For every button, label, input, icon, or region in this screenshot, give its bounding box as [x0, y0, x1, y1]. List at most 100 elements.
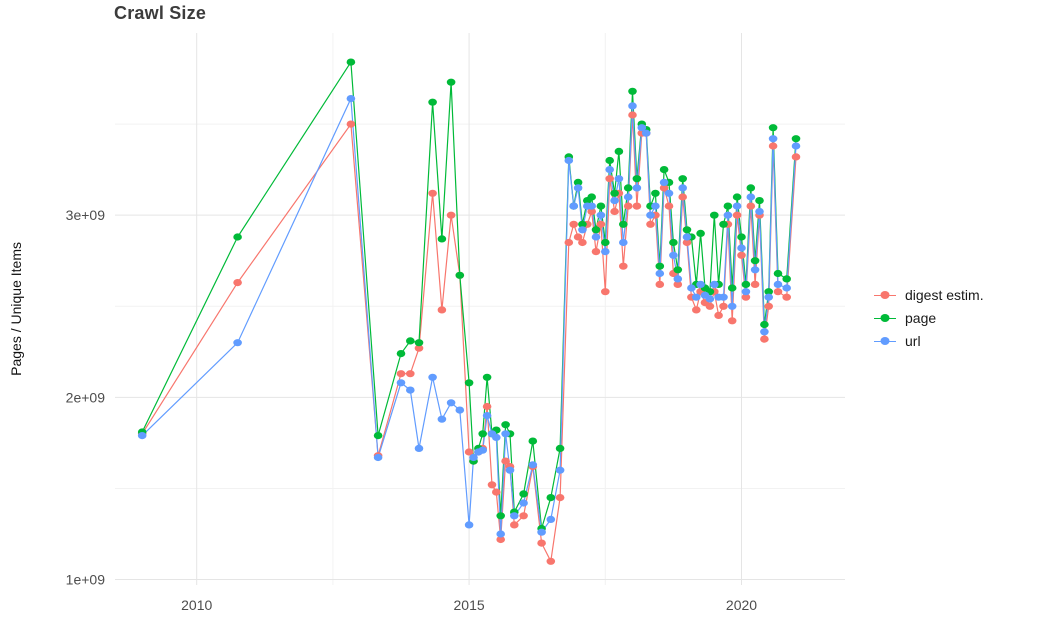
data-point-url	[651, 202, 660, 210]
data-point-url	[655, 269, 665, 278]
data-point-url	[496, 530, 506, 538]
data-point-digest-estim	[233, 279, 242, 287]
data-point-url	[587, 202, 596, 210]
data-point-digest-estim	[664, 202, 674, 210]
data-point-url	[632, 184, 642, 192]
data-point-digest-estim	[492, 488, 501, 496]
data-point-digest-estim	[659, 184, 669, 192]
legend-key-url-icon	[874, 334, 896, 349]
data-point-page	[723, 202, 733, 210]
data-point-page	[768, 124, 778, 132]
data-point-url	[492, 433, 501, 441]
data-point-url	[573, 184, 583, 192]
data-point-url	[723, 211, 733, 219]
data-point-digest-estim	[537, 539, 546, 547]
data-point-digest-estim	[564, 238, 574, 247]
data-point-url	[614, 175, 624, 183]
data-point-url	[346, 95, 356, 103]
data-point-page	[406, 337, 415, 345]
data-point-digest-estim	[719, 302, 728, 310]
data-point-url	[773, 280, 783, 288]
data-point-url	[669, 251, 678, 259]
data-point-digest-estim	[619, 262, 628, 270]
y-tick-label: 3e+09	[66, 207, 106, 223]
legend-item-page: page	[874, 310, 984, 326]
data-point-digest-estim	[732, 211, 742, 219]
data-point-url	[591, 233, 601, 241]
data-point-digest-estim	[750, 280, 760, 288]
data-point-page	[601, 238, 610, 247]
x-tick-label: 2020	[726, 597, 757, 613]
data-point-digest-estim	[682, 238, 692, 247]
data-point-page	[573, 178, 583, 186]
data-point-url	[555, 466, 565, 474]
data-point-url	[732, 202, 742, 210]
data-point-url	[596, 211, 606, 219]
data-point-url	[428, 373, 437, 381]
legend-item-digest-estim: digest estim.	[874, 287, 984, 303]
data-point-digest-estim	[591, 248, 601, 256]
data-point-url	[659, 178, 669, 186]
data-point-page	[710, 211, 719, 219]
data-point-page	[414, 339, 424, 347]
data-point-page	[428, 98, 437, 106]
data-point-url	[537, 528, 546, 536]
data-point-page	[482, 373, 492, 381]
data-point-page	[591, 226, 601, 234]
data-point-digest-estim	[773, 288, 783, 296]
data-point-url	[641, 129, 651, 137]
data-point-digest-estim	[764, 302, 773, 310]
data-point-page	[764, 288, 773, 296]
data-point-page	[501, 421, 510, 429]
data-point-digest-estim	[569, 220, 578, 228]
data-point-url	[373, 453, 383, 462]
data-point-url	[710, 280, 719, 288]
data-point-url	[501, 430, 510, 438]
data-point-digest-estim	[632, 202, 642, 210]
data-point-url	[406, 386, 415, 394]
data-point-page	[578, 220, 587, 228]
data-point-url	[564, 156, 574, 165]
data-point-digest-estim	[596, 220, 606, 228]
data-point-page	[651, 189, 660, 197]
data-point-url	[601, 248, 610, 256]
data-point-page	[528, 437, 538, 445]
y-axis-label: Pages / Unique Items	[8, 242, 24, 376]
x-tick-label: 2010	[181, 597, 212, 613]
data-point-digest-estim	[646, 220, 655, 228]
data-point-page	[773, 269, 783, 278]
data-point-digest-estim	[555, 494, 565, 502]
data-point-page	[628, 87, 637, 95]
data-point-page	[605, 156, 614, 165]
data-point-url	[610, 197, 619, 205]
data-point-digest-estim	[628, 111, 637, 119]
data-point-page	[678, 175, 687, 183]
data-point-digest-estim	[496, 535, 506, 544]
data-point-digest-estim	[705, 302, 715, 310]
data-point-page	[614, 147, 624, 155]
data-point-url	[414, 444, 424, 452]
data-point-digest-estim	[714, 311, 723, 319]
data-point-page	[682, 226, 692, 234]
data-point-url	[619, 238, 628, 247]
data-point-url	[746, 193, 756, 201]
data-point-page	[346, 58, 356, 66]
data-point-url	[546, 515, 556, 524]
data-point-page	[446, 78, 456, 86]
data-point-page	[760, 320, 769, 329]
data-point-url	[760, 328, 769, 336]
data-point-page	[596, 202, 606, 210]
data-point-page	[478, 430, 488, 438]
data-point-page	[719, 220, 728, 228]
data-point-digest-estim	[655, 280, 665, 288]
data-point-page	[732, 193, 742, 201]
data-point-digest-estim	[510, 521, 519, 529]
legend-label-url: url	[905, 333, 921, 349]
data-point-url	[696, 280, 705, 288]
data-point-url	[628, 102, 637, 110]
data-point-url	[692, 293, 701, 301]
data-point-digest-estim	[610, 207, 619, 216]
data-point-url	[446, 399, 456, 407]
data-point-digest-estim	[587, 207, 596, 216]
